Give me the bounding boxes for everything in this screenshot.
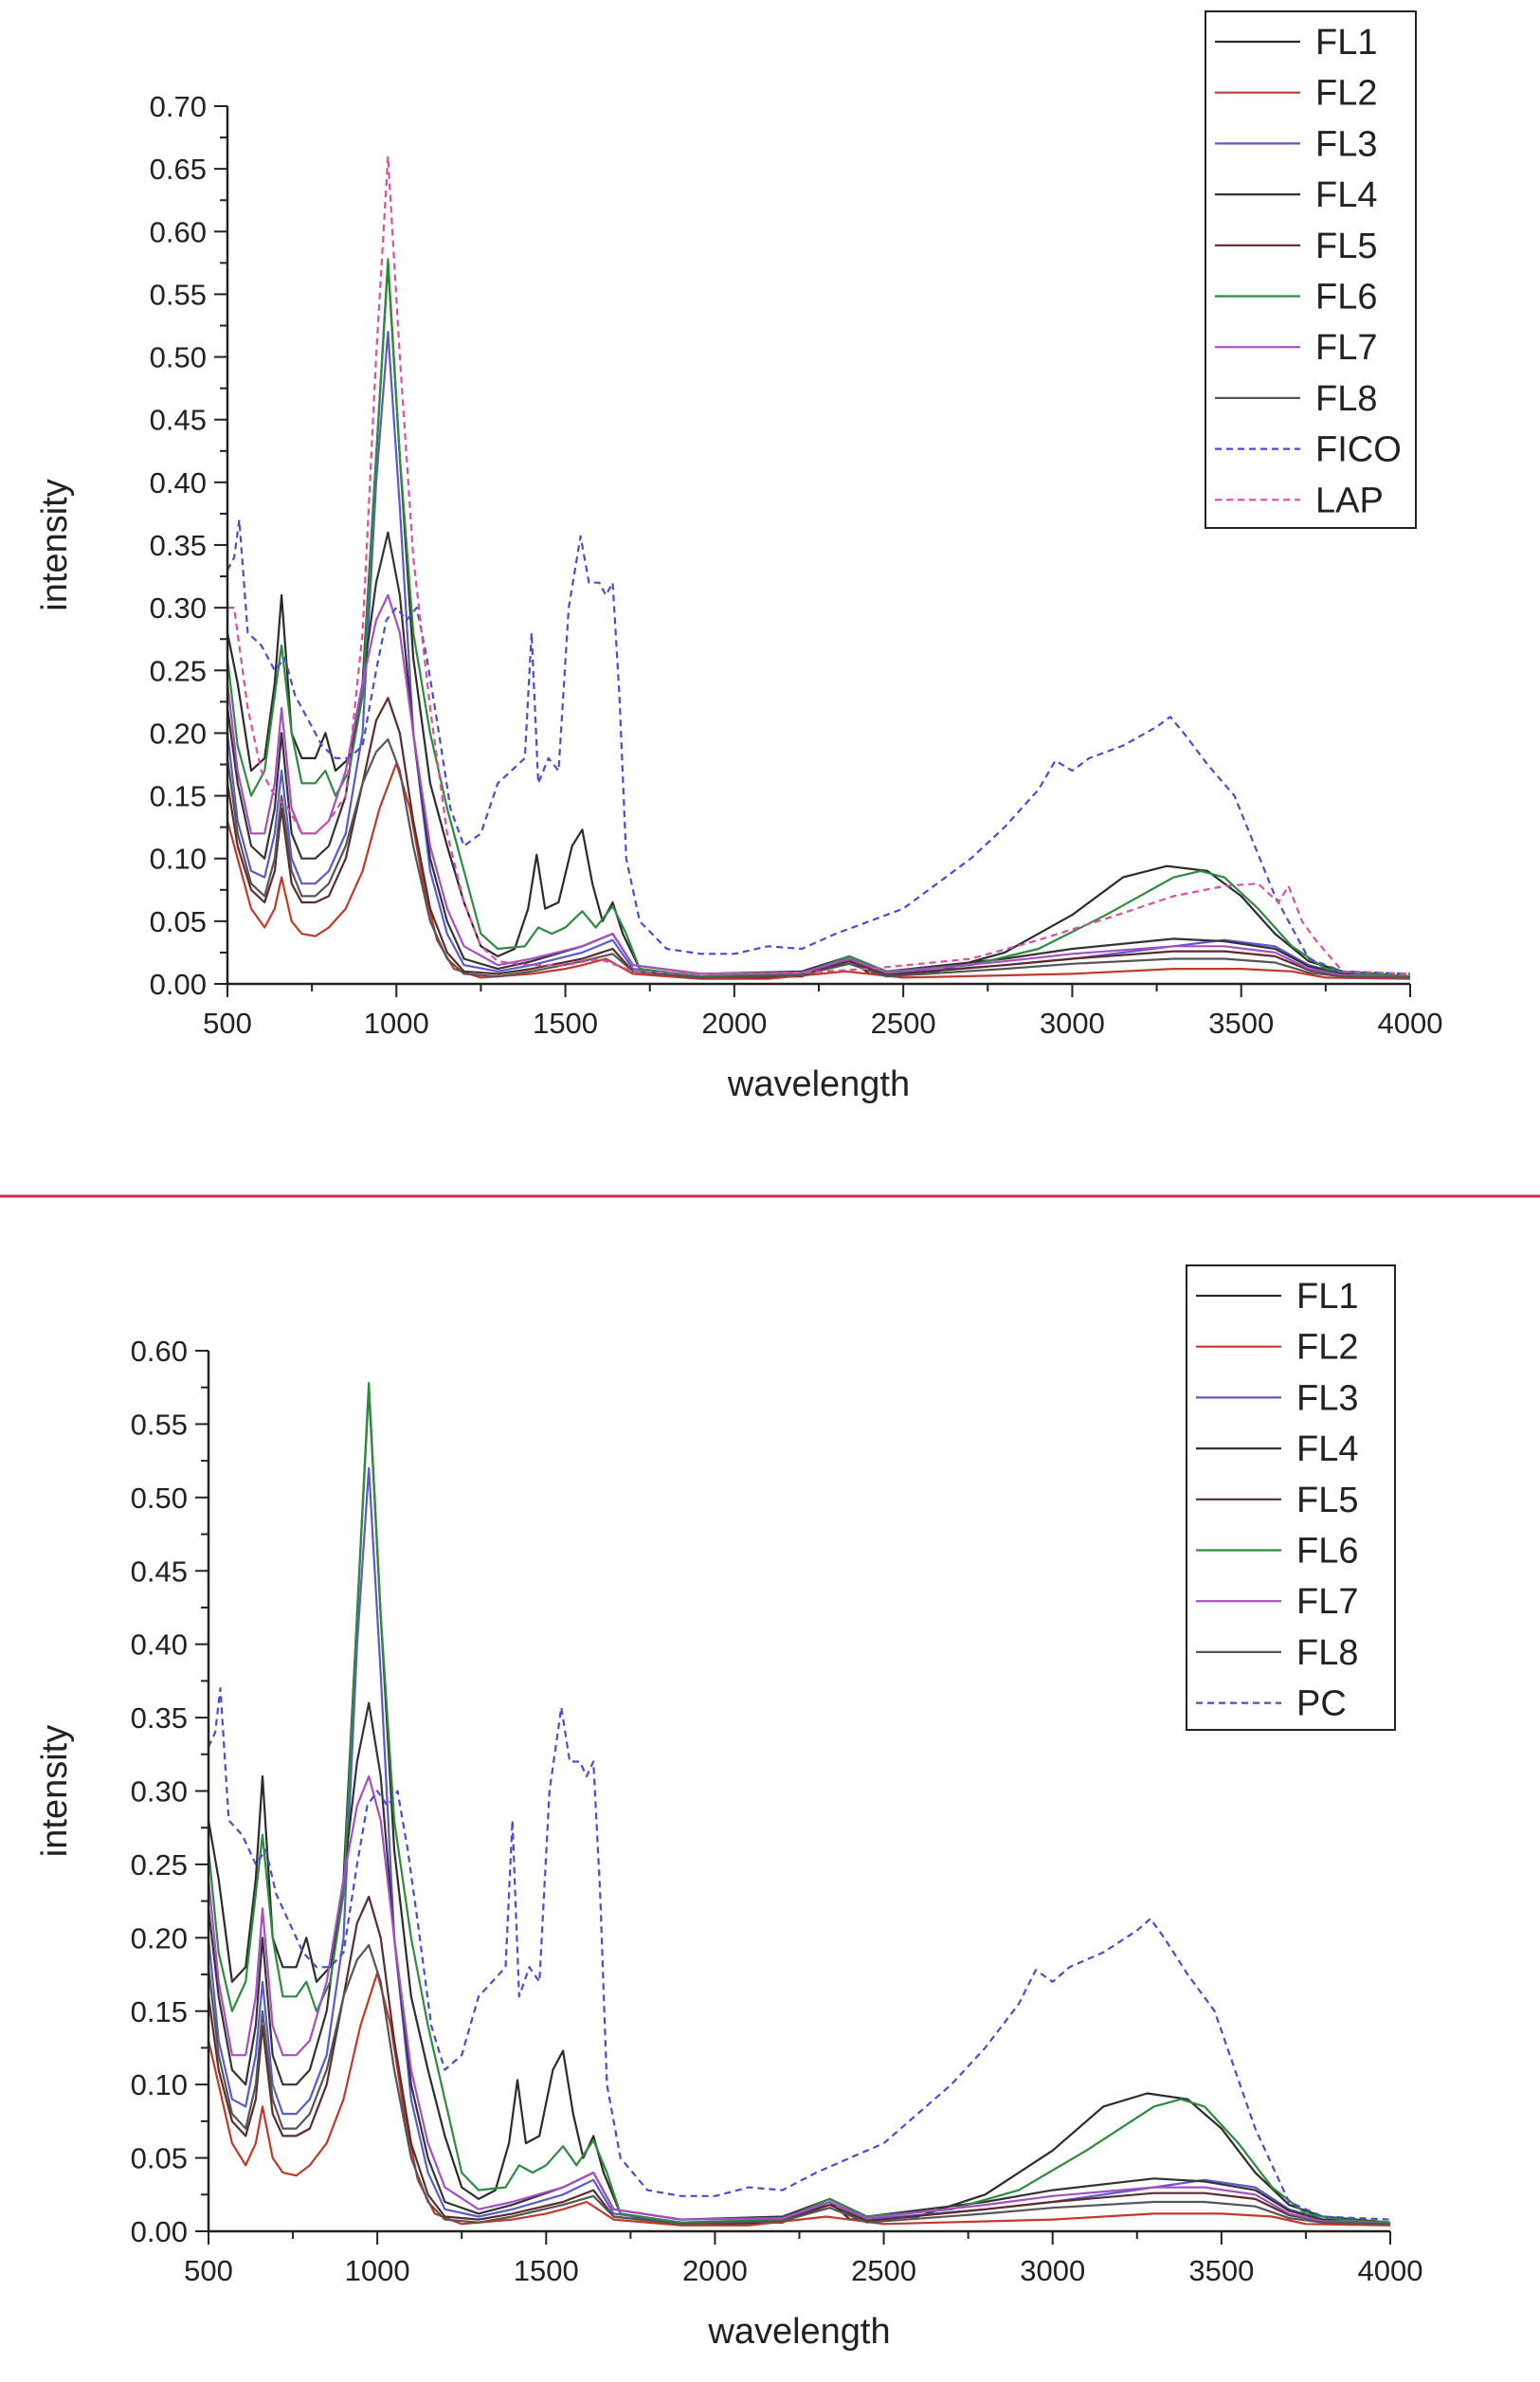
y-tick-label: 0.45 — [131, 1555, 188, 1588]
series-line-fl1 — [226, 262, 1411, 979]
legend-label-fl4: FL4 — [1315, 175, 1377, 215]
legend-box — [1205, 10, 1417, 529]
x-tick-label: 2500 — [851, 2254, 916, 2287]
legend-label-fl5: FL5 — [1315, 227, 1377, 266]
legend-label-fl1: FL1 — [1315, 23, 1377, 63]
x-tick-label: 1000 — [345, 2254, 410, 2287]
y-tick-label: 0.35 — [150, 529, 207, 562]
legend: FL1 FL2 FL3 FL4 FL5 FL6 FL7 FL8 FICO LAP — [1205, 10, 1417, 529]
x-tick-label: 3000 — [1040, 1007, 1105, 1040]
y-tick-label: 0.50 — [131, 1482, 188, 1515]
legend-box — [1186, 1264, 1396, 1731]
y-tick-label: 0.30 — [131, 1775, 188, 1809]
y-tick-label: 0.55 — [131, 1408, 188, 1441]
x-tick-label: 500 — [203, 1007, 252, 1040]
y-tick-label: 0.15 — [131, 1995, 188, 2028]
y-tick-label: 0.40 — [131, 1628, 188, 1662]
x-tick-label: 4000 — [1378, 1007, 1443, 1040]
y-tick-label: 0.55 — [150, 278, 207, 311]
series-line-fico — [226, 518, 1411, 975]
x-tick-label: 3000 — [1020, 2254, 1085, 2287]
y-tick-label: 0.70 — [150, 90, 207, 123]
legend-label-fl3: FL3 — [1315, 124, 1377, 164]
series-line-fl8 — [226, 737, 1411, 979]
y-tick-label: 0.05 — [131, 2142, 188, 2175]
y-tick-label: 0.50 — [150, 341, 207, 374]
series-line-fl6 — [226, 258, 1411, 978]
top-spectrum-chart: 0.00 0.05 0.10 0.15 0.20 0.25 0.30 0.35 0.40 0.45… — [35, 10, 1443, 1104]
series-line-lap — [227, 155, 1411, 975]
legend-label-fl8: FL8 — [1315, 379, 1377, 419]
x-tick-label: 4000 — [1358, 2254, 1423, 2287]
legend-label-fl1: FL1 — [1296, 1277, 1358, 1317]
series-line-fl4 — [207, 1701, 1391, 2224]
series-line-pc — [208, 1687, 1391, 2221]
y-tick-label: 0.60 — [150, 215, 207, 248]
y-tick-label: 0.10 — [150, 843, 207, 876]
legend-label-fl8: FL8 — [1296, 1633, 1358, 1673]
series-line-fl7 — [207, 1774, 1391, 2226]
legend-label-fl6: FL6 — [1296, 1532, 1358, 1572]
y-axis-title: intensity — [35, 1725, 75, 1857]
y-tick-label: 0.65 — [150, 153, 207, 186]
legend-label-fl5: FL5 — [1296, 1481, 1358, 1520]
y-tick-label: 0.60 — [131, 1335, 188, 1368]
y-tick-label: 0.30 — [150, 591, 207, 625]
series-line-fl5 — [226, 697, 1411, 979]
series-line-fl8 — [207, 1944, 1391, 2226]
legend: FL1 FL2 FL3 FL4 FL5 FL6 FL7 FL8 PC — [1186, 1264, 1396, 1731]
bottom-spectrum-chart: 0.00 0.05 0.10 0.15 0.20 0.25 0.30 0.35 0.40 0.45… — [35, 1264, 1423, 2352]
y-tick-label: 0.20 — [150, 717, 207, 750]
x-axis-title: wavelength — [727, 1064, 910, 1104]
legend-label-fl4: FL4 — [1296, 1429, 1358, 1469]
series-line-fl7 — [226, 593, 1411, 979]
x-tick-label: 1000 — [364, 1007, 429, 1040]
x-tick-label: 2000 — [682, 2254, 748, 2287]
legend-label-fl7: FL7 — [1315, 328, 1377, 368]
y-tick-label: 0.00 — [150, 968, 207, 1001]
series-line-fl5 — [207, 1895, 1391, 2226]
legend-label-pc: PC — [1296, 1684, 1347, 1724]
y-tick-label: 0.10 — [131, 2068, 188, 2101]
series-line-fl1 — [207, 1386, 1391, 2226]
legend-label-fl6: FL6 — [1315, 278, 1377, 318]
y-tick-label: 0.45 — [150, 404, 207, 437]
y-axis-title: intensity — [35, 479, 75, 610]
y-tick-label: 0.35 — [131, 1701, 188, 1735]
x-axis-title: wavelength — [707, 2312, 890, 2352]
y-tick-label: 0.40 — [150, 466, 207, 500]
y-tick-label: 0.05 — [150, 905, 207, 938]
legend-label-lap: LAP — [1315, 481, 1384, 520]
legend-label-fico: FICO — [1315, 430, 1402, 470]
series-line-fl6 — [207, 1382, 1391, 2224]
x-tick-label: 1500 — [533, 1007, 598, 1040]
y-tick-label: 0.00 — [131, 2215, 188, 2248]
y-tick-label: 0.20 — [131, 1921, 188, 1955]
x-tick-label: 1500 — [514, 2254, 579, 2287]
x-tick-label: 500 — [184, 2254, 233, 2287]
y-tick-label: 0.25 — [131, 1848, 188, 1882]
legend-label-fl2: FL2 — [1315, 74, 1377, 114]
y-tick-label: 0.15 — [150, 780, 207, 813]
series-line-fl4 — [226, 531, 1411, 978]
legend-label-fl7: FL7 — [1296, 1582, 1358, 1622]
x-tick-label: 2000 — [701, 1007, 767, 1040]
legend-label-fl3: FL3 — [1296, 1378, 1358, 1418]
x-tick-label: 3500 — [1188, 2254, 1254, 2287]
y-tick-label: 0.25 — [150, 654, 207, 687]
legend-label-fl2: FL2 — [1296, 1328, 1358, 1368]
x-tick-label: 2500 — [871, 1007, 936, 1040]
x-tick-label: 3500 — [1208, 1007, 1274, 1040]
